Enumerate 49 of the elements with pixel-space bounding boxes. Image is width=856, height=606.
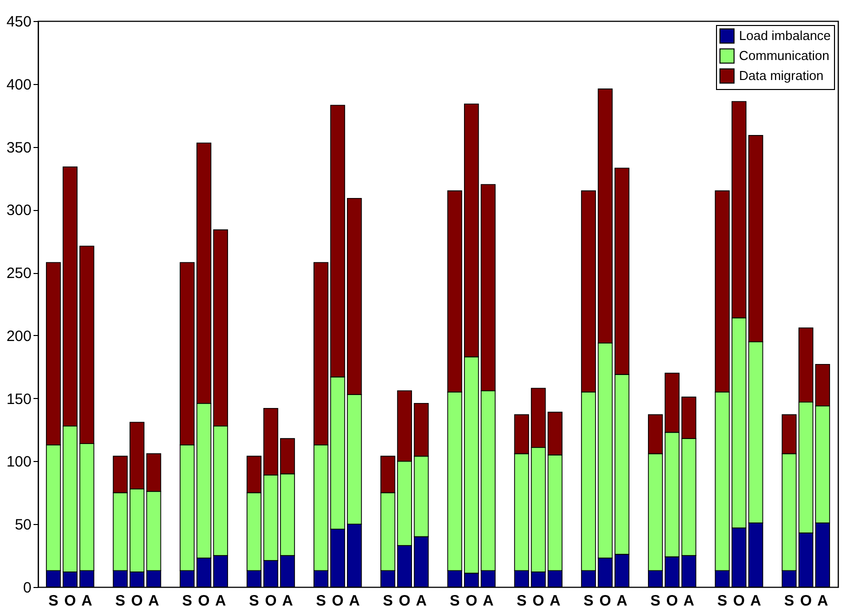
x-tick-label: O (198, 592, 210, 606)
x-tick-label: A (348, 592, 360, 606)
x-tick-label: A (148, 592, 160, 606)
x-tick-label: O (800, 592, 812, 606)
y-tick-label: 200 (6, 328, 32, 345)
y-tick-label: 400 (6, 76, 32, 94)
legend-label: Communication (739, 48, 830, 63)
x-tick-label: A (282, 592, 294, 606)
x-tick-label: A (482, 592, 494, 606)
x-tick-label: O (131, 592, 144, 606)
y-tick-label: 250 (6, 265, 32, 282)
x-tick-label: O (264, 592, 277, 606)
x-tick-label: A (81, 592, 92, 606)
x-tick-label: A (817, 592, 828, 606)
x-tick-label: S (516, 592, 527, 606)
y-tick-label: 50 (14, 516, 32, 534)
x-tick-label: O (64, 592, 76, 606)
y-tick-label: 300 (6, 202, 32, 220)
x-tick-label: S (450, 592, 460, 606)
x-tick-label: S (583, 592, 594, 606)
y-tick-label: 450 (6, 14, 32, 30)
x-tick-label: A (550, 592, 561, 606)
x-tick-label: S (115, 592, 126, 606)
x-tick-label: O (332, 592, 344, 606)
x-tick-label: A (616, 592, 628, 606)
x-tick-label: O (398, 592, 411, 606)
x-tick-label: O (532, 592, 544, 606)
x-tick-label: A (416, 592, 427, 606)
x-tick-label: O (666, 592, 678, 606)
x-tick-label: S (249, 592, 260, 606)
x-tick-label: S (784, 592, 794, 606)
x-tick-label: S (650, 592, 660, 606)
x-tick-label: S (717, 592, 728, 606)
x-tick-label: S (316, 592, 326, 606)
x-tick-label: O (466, 592, 478, 606)
x-tick-label: S (182, 592, 192, 606)
x-tick-label: O (733, 592, 746, 606)
x-tick-label: A (683, 592, 694, 606)
x-tick-label: O (599, 592, 612, 606)
y-tick-label: 150 (6, 390, 32, 408)
x-tick-label: S (48, 592, 58, 606)
y-tick-label: 100 (6, 454, 32, 471)
legend-label: Data migration (739, 68, 824, 83)
x-tick-label: A (215, 592, 226, 606)
x-tick-label: A (750, 592, 762, 606)
y-tick-label: 0 (23, 580, 32, 596)
y-tick-label: 350 (6, 139, 32, 156)
x-tick-label: S (382, 592, 393, 606)
legend-label: Load imbalance (739, 28, 831, 43)
